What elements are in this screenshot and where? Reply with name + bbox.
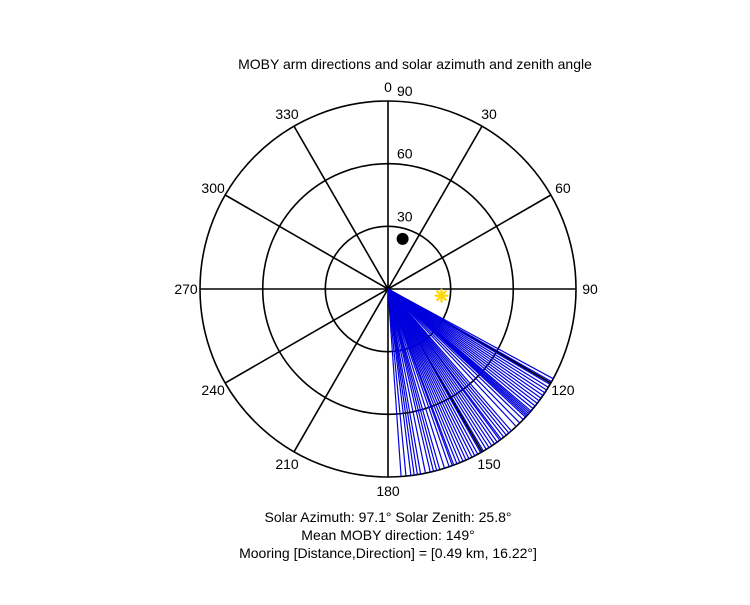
arm-direction-line: [387, 288, 431, 473]
angle-label-30: 30: [481, 106, 497, 122]
range-ring-90: [199, 100, 577, 478]
arm-direction-line: [387, 288, 402, 477]
arm-direction-line: [387, 288, 521, 424]
solar-angles-text: Solar Azimuth: 97.1° Solar Zenith: 25.8°: [265, 509, 512, 525]
arm-direction-lines: [387, 288, 554, 477]
arm-direction-line: [387, 288, 524, 421]
chart-title: MOBY arm directions and solar azimuth an…: [238, 56, 592, 72]
radial-label-90: 90: [397, 83, 413, 99]
arm-direction-line: [387, 288, 450, 467]
angle-label-180: 180: [376, 483, 400, 499]
spoke-330: [293, 125, 389, 290]
angle-label-240: 240: [201, 382, 225, 398]
angle-label-0: 0: [384, 79, 392, 95]
arm-direction-line: [387, 288, 427, 474]
spoke-300: [224, 194, 389, 290]
arm-direction-line: [387, 288, 517, 427]
range-ring-60: [261, 162, 515, 416]
radial-label-30: 30: [397, 208, 413, 224]
spoke-240: [224, 288, 389, 384]
angle-label-300: 300: [201, 180, 225, 196]
spoke-210: [293, 288, 389, 453]
angle-label-270: 270: [174, 281, 198, 297]
angle-label-60: 60: [555, 180, 571, 196]
tick-labels: 0 30 60 90 120 150 180 210 240 270 300 330 30 60 90: [174, 79, 598, 499]
markers: [396, 232, 449, 303]
range-ring-30: [324, 225, 452, 353]
angle-label-330: 330: [275, 106, 299, 122]
radial-label-60: 60: [397, 146, 413, 162]
angle-label-120: 120: [551, 382, 575, 398]
angle-label-90: 90: [582, 281, 598, 297]
spoke-60: [387, 194, 552, 290]
angle-label-150: 150: [477, 456, 501, 472]
arm-direction-line: [387, 288, 446, 469]
angle-label-210: 210: [275, 456, 299, 472]
mooring-text: Mooring [Distance,Direction] = [0.49 km,…: [239, 545, 537, 561]
spoke-30: [387, 125, 483, 290]
mooring-marker: [396, 232, 409, 245]
sun-marker: [434, 288, 449, 303]
arm-direction-line: [387, 288, 412, 476]
arm-direction-line: [387, 288, 407, 477]
mean-direction-text: Mean MOBY direction: 149°: [301, 527, 474, 543]
